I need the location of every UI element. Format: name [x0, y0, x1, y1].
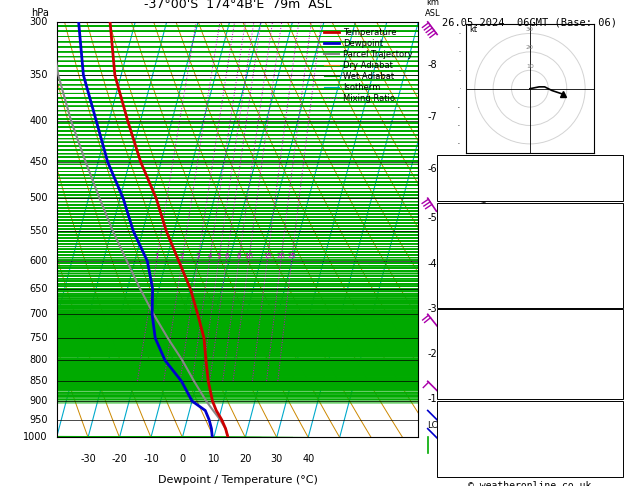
Text: Dewp (°C): Dewp (°C) — [440, 236, 493, 245]
Text: 900: 900 — [29, 396, 48, 406]
Text: 300: 300 — [29, 17, 48, 27]
Text: CAPE (J): CAPE (J) — [440, 371, 487, 381]
Text: Lifted Index: Lifted Index — [440, 357, 510, 366]
Text: -40: -40 — [603, 419, 620, 429]
Text: 308: 308 — [603, 342, 620, 352]
Text: Lifted Index: Lifted Index — [440, 265, 510, 275]
Text: 14.5: 14.5 — [597, 221, 620, 231]
Text: CIN (J): CIN (J) — [440, 294, 481, 304]
Text: -4: -4 — [427, 259, 437, 269]
Text: 450: 450 — [29, 157, 48, 167]
Text: 550: 550 — [29, 226, 48, 236]
Text: 850: 850 — [29, 376, 48, 386]
Text: -7: -7 — [427, 112, 437, 122]
Text: 20: 20 — [526, 45, 534, 50]
Text: 30: 30 — [608, 463, 620, 473]
Text: 20: 20 — [239, 454, 252, 464]
Text: 500: 500 — [29, 193, 48, 203]
Text: -20: -20 — [111, 454, 128, 464]
Text: EH: EH — [440, 419, 452, 429]
Text: Hodograph: Hodograph — [503, 405, 557, 415]
Text: 1001: 1001 — [597, 328, 620, 337]
Text: -6: -6 — [427, 164, 437, 174]
Legend: Temperature, Dewpoint, Parcel Trajectory, Dry Adiabat, Wet Adiabat, Isotherm, Mi: Temperature, Dewpoint, Parcel Trajectory… — [323, 26, 414, 105]
Text: -30: -30 — [80, 454, 96, 464]
Text: -37°00'S  174°4B'E  79m  ASL: -37°00'S 174°4B'E 79m ASL — [143, 0, 331, 12]
Text: km
ASL: km ASL — [425, 0, 440, 17]
Text: 10: 10 — [244, 253, 253, 259]
Text: θᴄ(K): θᴄ(K) — [440, 250, 469, 260]
Text: Totals Totals: Totals Totals — [440, 173, 516, 183]
Text: -8: -8 — [427, 60, 437, 70]
Text: 750: 750 — [29, 333, 48, 343]
Text: 30: 30 — [270, 454, 283, 464]
Text: -1: -1 — [427, 394, 437, 404]
Text: 20: 20 — [276, 253, 286, 259]
Text: 263°: 263° — [597, 449, 620, 458]
Text: 9: 9 — [615, 158, 620, 168]
Text: 950: 950 — [29, 415, 48, 425]
Text: -10: -10 — [143, 454, 159, 464]
Text: 650: 650 — [29, 284, 48, 294]
Text: Temp (°C): Temp (°C) — [440, 221, 493, 231]
Text: 350: 350 — [29, 70, 48, 80]
Text: 40: 40 — [608, 173, 620, 183]
Text: Surface: Surface — [509, 207, 550, 216]
Text: 9.5: 9.5 — [603, 236, 620, 245]
Text: StmDir: StmDir — [440, 449, 475, 458]
Text: 10: 10 — [208, 454, 220, 464]
Text: 5: 5 — [615, 357, 620, 366]
Text: 61: 61 — [608, 434, 620, 444]
Text: StmSpd (kt): StmSpd (kt) — [440, 463, 504, 473]
Text: θᴄ (K): θᴄ (K) — [440, 342, 475, 352]
Text: -3: -3 — [427, 304, 437, 314]
Text: 700: 700 — [29, 309, 48, 319]
Text: 8: 8 — [237, 253, 241, 259]
Text: Most Unstable: Most Unstable — [492, 313, 568, 323]
Text: -5: -5 — [427, 213, 437, 223]
Text: 0: 0 — [179, 454, 186, 464]
Text: 25: 25 — [287, 253, 296, 259]
Text: 5: 5 — [216, 253, 221, 259]
Text: 400: 400 — [29, 116, 48, 126]
Text: 1: 1 — [154, 253, 159, 259]
Text: 40: 40 — [302, 454, 314, 464]
Text: 800: 800 — [29, 355, 48, 365]
Text: 10: 10 — [526, 64, 534, 69]
Text: SREH: SREH — [440, 434, 463, 444]
Text: K: K — [440, 158, 445, 168]
Text: 6: 6 — [224, 253, 228, 259]
Text: 26.05.2024  06GMT (Base: 06): 26.05.2024 06GMT (Base: 06) — [442, 17, 618, 27]
Text: 600: 600 — [29, 256, 48, 266]
Text: LCL: LCL — [427, 421, 442, 431]
Text: CAPE (J): CAPE (J) — [440, 279, 487, 289]
Text: © weatheronline.co.uk: © weatheronline.co.uk — [468, 481, 592, 486]
Text: kt: kt — [469, 25, 477, 34]
Text: 2: 2 — [180, 253, 184, 259]
Text: 308: 308 — [603, 250, 620, 260]
Text: -2: -2 — [427, 349, 437, 359]
Text: Pressure (mb): Pressure (mb) — [440, 328, 516, 337]
Text: PW (cm): PW (cm) — [440, 188, 481, 197]
Text: 70: 70 — [608, 279, 620, 289]
Text: 70: 70 — [608, 371, 620, 381]
Text: CIN (J): CIN (J) — [440, 386, 481, 396]
Text: 15: 15 — [263, 253, 272, 259]
Text: 30: 30 — [526, 27, 534, 32]
Text: Dewpoint / Temperature (°C): Dewpoint / Temperature (°C) — [157, 475, 318, 485]
Text: 4: 4 — [207, 253, 211, 259]
Text: hPa: hPa — [31, 8, 49, 17]
Text: Mixing Ratio (g/kg): Mixing Ratio (g/kg) — [479, 184, 488, 276]
Text: 1000: 1000 — [23, 433, 48, 442]
Text: 3: 3 — [196, 253, 200, 259]
Text: 0: 0 — [615, 294, 620, 304]
Text: 5: 5 — [615, 265, 620, 275]
Text: 1.59: 1.59 — [597, 188, 620, 197]
Text: 0: 0 — [615, 386, 620, 396]
